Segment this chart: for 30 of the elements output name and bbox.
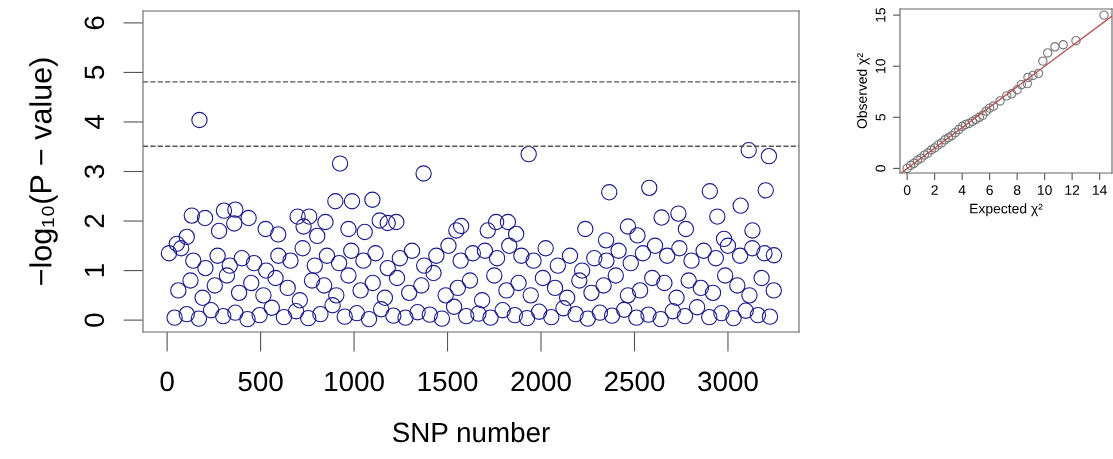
y-tick-label: 6 [84, 16, 105, 30]
x-tick-label: 2500 [604, 371, 665, 392]
x-tick-label: 8 [1013, 185, 1021, 196]
y-tick-label: 1 [84, 264, 104, 277]
x-tick-label: 6 [986, 185, 993, 196]
y-axis-title: −log₁₀(P − value) [29, 58, 58, 285]
x-tick-label: 0 [160, 371, 174, 392]
x-axis-title: SNP number [393, 421, 550, 443]
y-tick-label: 4 [84, 115, 104, 130]
x-axis-title: Expected χ² [970, 203, 1043, 217]
y-tick-label: 3 [84, 165, 105, 179]
y-tick-label: 15 [875, 7, 886, 22]
x-tick-label: 3000 [698, 371, 758, 392]
y-tick-label: 5 [875, 114, 886, 121]
x-tick-label: 1500 [418, 371, 478, 392]
x-tick-label: 12 [1065, 185, 1080, 195]
x-tick-label: 1000 [325, 371, 384, 392]
x-tick-label: 2 [931, 185, 938, 195]
y-axis-title: Observed χ² [856, 53, 870, 129]
y-tick-label: 10 [875, 59, 886, 73]
y-tick-label: 2 [84, 214, 104, 228]
x-tick-label: 500 [238, 371, 283, 392]
x-tick-label: 10 [1037, 185, 1052, 196]
y-tick-label: 0 [875, 165, 886, 172]
y-tick-label: 5 [84, 65, 105, 80]
x-tick-label: 0 [903, 185, 911, 196]
y-tick-label: 0 [84, 313, 105, 327]
x-tick-label: 2000 [511, 371, 571, 392]
x-tick-label: 14 [1092, 185, 1107, 195]
x-tick-label: 4 [958, 185, 966, 195]
